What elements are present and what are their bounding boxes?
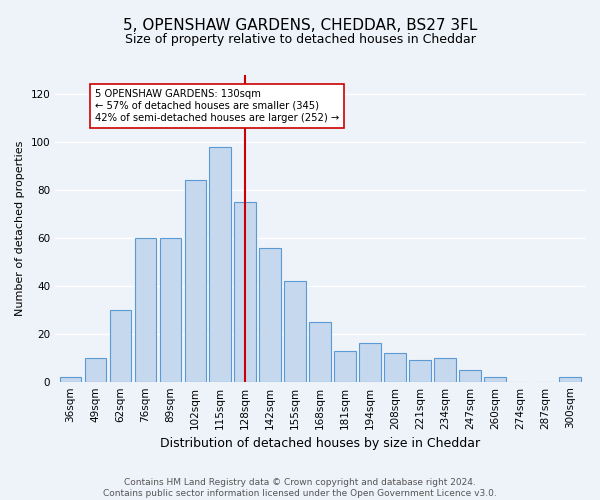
Bar xyxy=(460,370,481,382)
Text: Size of property relative to detached houses in Cheddar: Size of property relative to detached ho… xyxy=(125,32,475,46)
Y-axis label: Number of detached properties: Number of detached properties xyxy=(15,140,25,316)
Bar xyxy=(334,350,356,382)
Text: 5, OPENSHAW GARDENS, CHEDDAR, BS27 3FL: 5, OPENSHAW GARDENS, CHEDDAR, BS27 3FL xyxy=(123,18,477,32)
Bar xyxy=(110,310,131,382)
Bar xyxy=(559,377,581,382)
Bar xyxy=(259,248,281,382)
Bar xyxy=(284,281,306,382)
Bar xyxy=(85,358,106,382)
Bar xyxy=(310,322,331,382)
Bar xyxy=(185,180,206,382)
Text: Contains HM Land Registry data © Crown copyright and database right 2024.
Contai: Contains HM Land Registry data © Crown c… xyxy=(103,478,497,498)
Bar xyxy=(409,360,431,382)
Bar xyxy=(160,238,181,382)
Bar xyxy=(484,377,506,382)
Bar xyxy=(385,353,406,382)
X-axis label: Distribution of detached houses by size in Cheddar: Distribution of detached houses by size … xyxy=(160,437,480,450)
Bar xyxy=(134,238,156,382)
Bar xyxy=(434,358,455,382)
Bar xyxy=(235,202,256,382)
Bar xyxy=(59,377,81,382)
Bar xyxy=(209,147,231,382)
Text: 5 OPENSHAW GARDENS: 130sqm
← 57% of detached houses are smaller (345)
42% of sem: 5 OPENSHAW GARDENS: 130sqm ← 57% of deta… xyxy=(95,90,340,122)
Bar xyxy=(359,344,380,382)
